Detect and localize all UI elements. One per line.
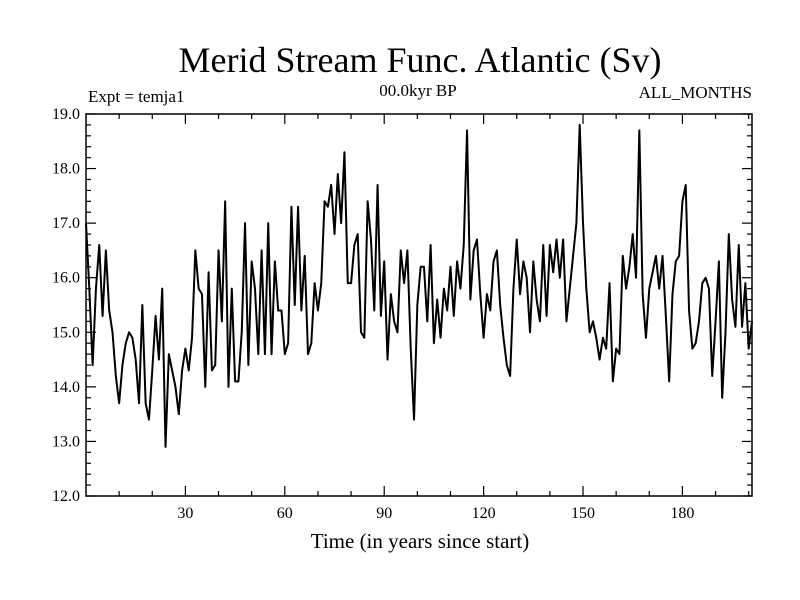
- axis-tick-labels: 12.0 13.0 14.0 15.0 16.0 17.0 18.0 19.0 30 60 90 12…: [52, 106, 694, 522]
- y-tick-label: 14.0: [52, 379, 80, 396]
- y-tick-label: 12.0: [52, 488, 80, 505]
- y-tick-label: 17.0: [52, 215, 80, 232]
- subtitle-center: 00.0kyr BP: [379, 81, 456, 100]
- subtitle-right: ALL_MONTHS: [639, 83, 752, 102]
- x-tick-label: 120: [472, 505, 496, 522]
- y-tick-label: 18.0: [52, 161, 80, 178]
- y-tick-label: 13.0: [52, 433, 80, 450]
- series-line: [85, 123, 753, 448]
- x-tick-label: 90: [376, 505, 392, 522]
- y-tick-label: 16.0: [52, 270, 80, 287]
- y-tick-label: 19.0: [52, 106, 80, 123]
- plot-frame: [85, 113, 753, 497]
- y-tick-label: 15.0: [52, 324, 80, 341]
- x-tick-label: 150: [571, 505, 595, 522]
- subtitle-left: Expt = temja1: [88, 87, 184, 106]
- x-tick-label: 60: [277, 505, 293, 522]
- chart-title: Merid Stream Func. Atlantic (Sv): [179, 40, 662, 80]
- axis-ticks: [86, 113, 752, 497]
- x-axis-label: Time (in years since start): [311, 529, 530, 553]
- x-tick-label: 30: [177, 505, 193, 522]
- x-tick-label: 180: [670, 505, 694, 522]
